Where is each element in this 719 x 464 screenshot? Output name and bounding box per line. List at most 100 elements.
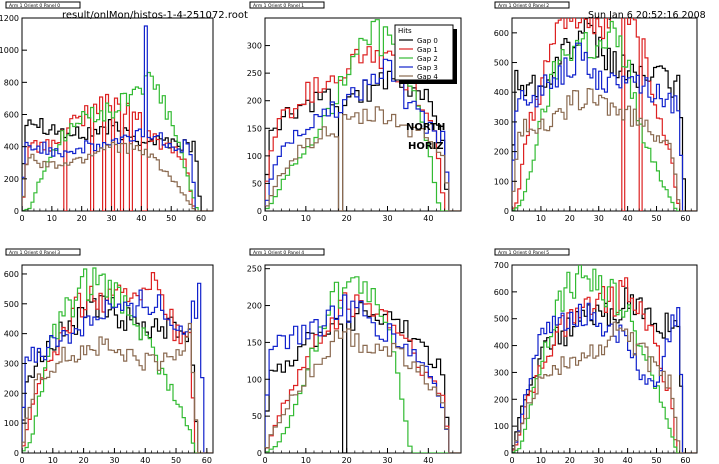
- x-tick-label: 10: [48, 456, 58, 464]
- panel-title: Arm 1 Orient 0 Panel 3: [9, 250, 60, 256]
- panel-title-box: [494, 1, 570, 9]
- plot-frame: [21, 17, 214, 212]
- y-tick-label: 1200: [0, 14, 19, 23]
- series-line-gap-2: [512, 20, 697, 211]
- y-tick-label: 200: [247, 302, 262, 311]
- panel-title: Arm 1 Orient 0 Panel 1: [253, 3, 304, 9]
- series-line-gap-2: [265, 19, 461, 211]
- series-line-gap-0: [512, 287, 697, 453]
- x-tick-label: 0: [19, 456, 24, 464]
- y-tick-label: 500: [494, 315, 509, 324]
- x-tick-label: 30: [106, 214, 116, 223]
- x-tick-label: 40: [623, 214, 633, 223]
- y-tick-label: 100: [494, 177, 509, 186]
- y-tick-label: 200: [494, 395, 509, 404]
- series-line-gap-0: [22, 295, 213, 453]
- x-tick-label: 40: [423, 456, 433, 464]
- y-tick-label: 0: [257, 449, 262, 458]
- series-line-gap-4: [265, 328, 461, 453]
- series-line-gap-2: [512, 265, 697, 453]
- y-tick-label: 300: [4, 359, 19, 368]
- series-line-gap-3: [512, 302, 697, 453]
- y-tick-label: 500: [494, 59, 509, 68]
- panel-title: Arm 1 Orient 0 Panel 0: [9, 3, 60, 9]
- y-tick-label: 0: [257, 207, 262, 216]
- x-tick-label: 30: [594, 456, 604, 464]
- series-line-gap-4: [265, 106, 461, 211]
- x-tick-label: 50: [651, 214, 661, 223]
- y-tick-label: 200: [4, 389, 19, 398]
- y-tick-label: 300: [494, 368, 509, 377]
- y-tick-label: 800: [4, 78, 19, 87]
- legend-entry-gap-1: Gap 1: [417, 46, 438, 54]
- y-tick-label: 100: [4, 419, 19, 428]
- y-tick-label: 0: [14, 449, 19, 458]
- x-tick-label: 30: [382, 456, 392, 464]
- series-line-gap-3: [22, 25, 213, 211]
- x-tick-label: 50: [651, 456, 661, 464]
- x-tick-label: 40: [136, 214, 146, 223]
- x-tick-label: 10: [301, 214, 311, 223]
- y-tick-label: 300: [247, 42, 262, 51]
- series-line-gap-1: [22, 272, 213, 453]
- legend-box: [394, 24, 454, 81]
- panel-title-box: [5, 248, 81, 256]
- panel-title-box: [249, 248, 325, 256]
- y-tick-label: 250: [247, 265, 262, 274]
- x-tick-label: 10: [301, 456, 311, 464]
- y-tick-label: 600: [494, 288, 509, 297]
- x-tick-label: 50: [171, 456, 181, 464]
- y-tick-label: 500: [4, 300, 19, 309]
- series-line-gap-1: [512, 18, 697, 211]
- y-tick-label: 100: [247, 152, 262, 161]
- series-line-gap-4: [22, 322, 213, 453]
- legend-entry-gap-0: Gap 0: [417, 37, 438, 45]
- y-tick-label: 100: [247, 375, 262, 384]
- panel-title: Arm 1 Orient 0 Panel 2: [498, 3, 549, 9]
- series-line-gap-1: [265, 292, 461, 453]
- x-tick-label: 60: [680, 214, 690, 223]
- y-tick-label: 0: [504, 449, 509, 458]
- y-tick-label: 250: [247, 69, 262, 78]
- y-tick-label: 400: [494, 342, 509, 351]
- legend-entry-gap-3: Gap 3: [417, 64, 438, 72]
- y-tick-label: 150: [247, 124, 262, 133]
- x-tick-label: 30: [594, 214, 604, 223]
- x-tick-label: 60: [196, 214, 206, 223]
- series-line-gap-4: [512, 321, 697, 453]
- x-tick-label: 30: [109, 456, 119, 464]
- x-tick-label: 0: [262, 456, 267, 464]
- panel-title: Arm 1 Orient 0 Panel 5: [498, 250, 549, 256]
- plot-frame: [511, 17, 698, 212]
- panel-title-box: [249, 1, 325, 9]
- y-tick-label: 600: [4, 111, 19, 120]
- series-line-gap-4: [22, 141, 213, 211]
- series-line-gap-3: [265, 58, 461, 211]
- x-tick-label: 50: [166, 214, 176, 223]
- y-tick-label: 200: [494, 148, 509, 157]
- series-line-gap-3: [265, 294, 461, 453]
- x-tick-label: 30: [382, 214, 392, 223]
- north-label: NORTH: [406, 122, 445, 133]
- legend-title: Hits: [398, 27, 412, 35]
- plot-frame: [21, 264, 214, 454]
- legend-entry-gap-4: Gap 4: [417, 73, 438, 81]
- series-line-gap-3: [22, 282, 213, 453]
- x-tick-label: 0: [262, 214, 267, 223]
- legend-entry-gap-2: Gap 2: [417, 55, 438, 63]
- series-line-gap-4: [512, 88, 697, 211]
- x-tick-label: 40: [423, 214, 433, 223]
- x-tick-label: 0: [509, 456, 514, 464]
- y-tick-label: 0: [14, 207, 19, 216]
- x-tick-label: 20: [342, 214, 352, 223]
- date-label: Sun Jan 6 20:52:16 2008: [588, 10, 706, 21]
- y-tick-label: 600: [4, 270, 19, 279]
- y-tick-label: 600: [494, 29, 509, 38]
- x-tick-label: 10: [47, 214, 57, 223]
- x-tick-label: 20: [565, 456, 575, 464]
- panel-title: Arm 1 Orient 0 Panel 4: [253, 250, 304, 256]
- panel-title-box: [5, 1, 81, 9]
- x-tick-label: 40: [623, 456, 633, 464]
- y-tick-label: 50: [252, 412, 262, 421]
- panel-title-box: [494, 248, 570, 256]
